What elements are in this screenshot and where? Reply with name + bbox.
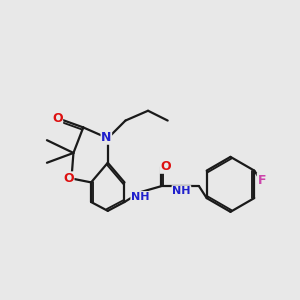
Text: F: F — [257, 173, 266, 187]
Text: O: O — [63, 172, 74, 185]
Text: O: O — [52, 112, 63, 125]
Text: NH: NH — [172, 186, 191, 196]
Text: O: O — [160, 160, 170, 173]
Text: NH: NH — [131, 192, 149, 202]
Text: N: N — [101, 131, 112, 144]
